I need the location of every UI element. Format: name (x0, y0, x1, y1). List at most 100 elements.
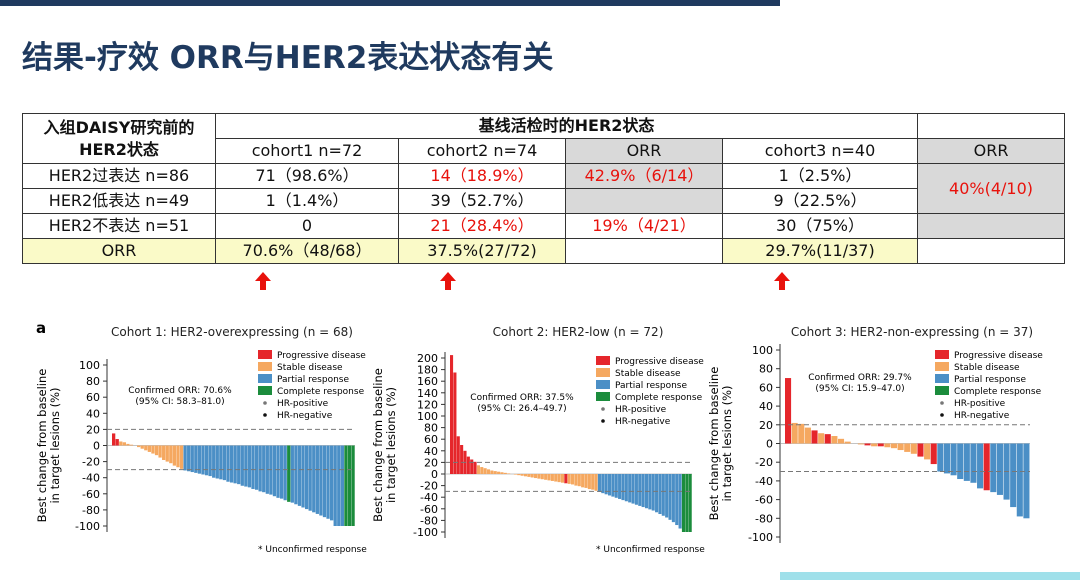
bar (247, 445, 252, 488)
bar (897, 443, 904, 451)
legend-swatch (935, 350, 949, 359)
bar (290, 445, 294, 503)
y-tick-label: 100 (417, 410, 438, 423)
legend-swatch (258, 362, 272, 371)
bar (1023, 443, 1030, 519)
bar (333, 445, 337, 526)
bar (301, 445, 305, 508)
bar (222, 445, 227, 481)
y-axis-label: in target lesions (%) (720, 385, 734, 501)
y-tick-label: 40 (86, 407, 100, 420)
bar (129, 444, 134, 446)
y-tick-label: 60 (424, 433, 438, 446)
row-label: ORR (22, 238, 216, 264)
bar (567, 474, 571, 484)
bar (844, 441, 851, 444)
bar (347, 445, 352, 526)
y-tick-label: -20 (755, 456, 773, 469)
legend-label: Complete response (954, 387, 1042, 397)
row-label: HER2不表达 n=51 (22, 213, 216, 239)
bar (628, 474, 632, 503)
bar (312, 445, 316, 513)
bar (884, 443, 891, 448)
y-tick-label: 180 (417, 364, 438, 377)
bar (187, 445, 191, 472)
bottom-bar (780, 572, 1080, 580)
bar (831, 436, 838, 444)
bar (460, 445, 464, 474)
bar (137, 445, 141, 448)
bar (326, 445, 330, 519)
legend-label: Stable disease (277, 363, 343, 373)
legend-swatch (258, 374, 272, 383)
bar (634, 474, 638, 505)
bar (950, 443, 957, 476)
bar (1016, 443, 1023, 517)
bar (594, 474, 598, 491)
arrow (774, 272, 790, 290)
bar (523, 474, 528, 477)
legend-label: HR-positive (277, 399, 329, 409)
bar (279, 445, 284, 499)
header-cell: cohort1 n=72 (215, 138, 399, 164)
bar (194, 445, 198, 473)
bar (550, 474, 554, 481)
bar (658, 474, 662, 515)
bar (208, 445, 212, 477)
bar (661, 474, 665, 516)
bar (604, 474, 608, 495)
legend-label: Complete response (277, 387, 365, 397)
bar (483, 468, 487, 474)
bar (1010, 443, 1017, 508)
cell: 39（52.7%） (398, 188, 566, 214)
bar (233, 445, 237, 484)
legend-label: Partial response (615, 381, 687, 391)
cell (917, 113, 1066, 139)
bar (251, 445, 255, 489)
legend-label: HR-positive (954, 399, 1006, 409)
bar (607, 474, 612, 496)
legend-dot (940, 401, 944, 405)
cell: 42.9%（6/14） (565, 163, 723, 189)
bar (294, 445, 298, 505)
y-tick-label: -20 (82, 456, 100, 469)
bar (957, 443, 964, 480)
bar (272, 445, 277, 497)
bar (165, 445, 169, 462)
bar (480, 467, 484, 474)
bar (910, 443, 917, 454)
bar (678, 474, 682, 529)
header-cell: 入组DAISY研究前的 HER2状态 (22, 113, 216, 164)
cell (917, 213, 1066, 239)
bar (601, 474, 605, 494)
annotation: Confirmed ORR: 37.5% (470, 393, 574, 403)
figure-label: a (36, 319, 46, 337)
cell: 70.6%（48/68） (215, 238, 399, 264)
legend-swatch (596, 392, 610, 401)
legend-label: Progressive disease (615, 357, 704, 367)
annotation: (95% CI: 26.4–49.7) (477, 404, 566, 414)
y-tick-label: -60 (755, 494, 773, 507)
bar (513, 474, 517, 475)
bar (319, 445, 323, 516)
bar (287, 445, 291, 502)
bar (557, 474, 561, 483)
bar (283, 445, 287, 501)
y-tick-label: -100 (75, 520, 100, 533)
y-tick-label: 80 (759, 363, 773, 376)
bar (126, 443, 130, 446)
bar (244, 445, 248, 487)
y-tick-label: 40 (424, 445, 438, 458)
bar (574, 474, 578, 486)
bar (530, 474, 534, 478)
bar (507, 473, 511, 474)
bar (527, 474, 531, 477)
cell: 29.7%(11/37) (721, 238, 919, 264)
bar (503, 472, 507, 474)
y-tick-label: 20 (424, 456, 438, 469)
bar (226, 445, 230, 482)
cell: 21（28.4%） (398, 213, 566, 239)
chart-title: Cohort 1: HER2-overexpressing (n = 68) (111, 325, 353, 339)
legend-swatch (258, 386, 272, 395)
bar (621, 474, 625, 501)
